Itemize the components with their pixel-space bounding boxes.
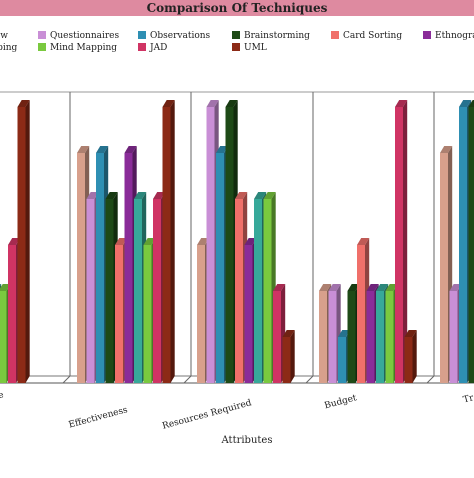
- legend-swatch-4: [331, 31, 339, 39]
- legend-label-5: Ethnograp: [435, 31, 474, 41]
- x-tick-label-0: ne: [0, 390, 5, 403]
- legend-swatch-5: [423, 31, 431, 39]
- legend-swatch-1: [38, 31, 46, 39]
- x-tick-label-3: Budget: [323, 393, 358, 411]
- legend-label-1: Questionnaires: [50, 31, 119, 41]
- legend-label-8: JAD: [149, 43, 167, 53]
- bar-0-9: [18, 100, 30, 383]
- chart-title: Comparison Of Techniques: [147, 1, 328, 15]
- legend-label-0: iew: [0, 31, 8, 41]
- plot-area: [0, 92, 474, 383]
- legend-label-7: Mind Mapping: [50, 43, 117, 53]
- legend-label-9: UML: [244, 43, 267, 53]
- x-tick-label-2: Resources Required: [161, 398, 253, 432]
- legend-swatch-2: [138, 31, 146, 39]
- legend-label-6: yping: [0, 43, 18, 53]
- bar-1-9: [163, 100, 175, 383]
- legend-swatch-9: [232, 43, 240, 51]
- bar-2-9: [283, 330, 295, 383]
- x-tick-labels: ne Effectiveness Resources Required Budget T…: [0, 390, 474, 431]
- legend-swatch-7: [38, 43, 46, 51]
- bar-3-9: [405, 330, 417, 383]
- legend: iew Questionnaires Observations Brainstormi…: [0, 31, 474, 53]
- legend-label-4: Card Sorting: [343, 31, 402, 41]
- x-axis-label: Attributes: [221, 435, 273, 446]
- legend-label-3: Brainstorming: [244, 31, 310, 41]
- legend-swatch-3: [232, 31, 240, 39]
- legend-label-2: Observations: [150, 31, 211, 41]
- bar-4-3: [469, 100, 474, 383]
- x-tick-label-1: Effectiveness: [68, 405, 129, 430]
- x-tick-label-4: Tr: [462, 393, 474, 406]
- legend-swatch-8: [138, 43, 146, 51]
